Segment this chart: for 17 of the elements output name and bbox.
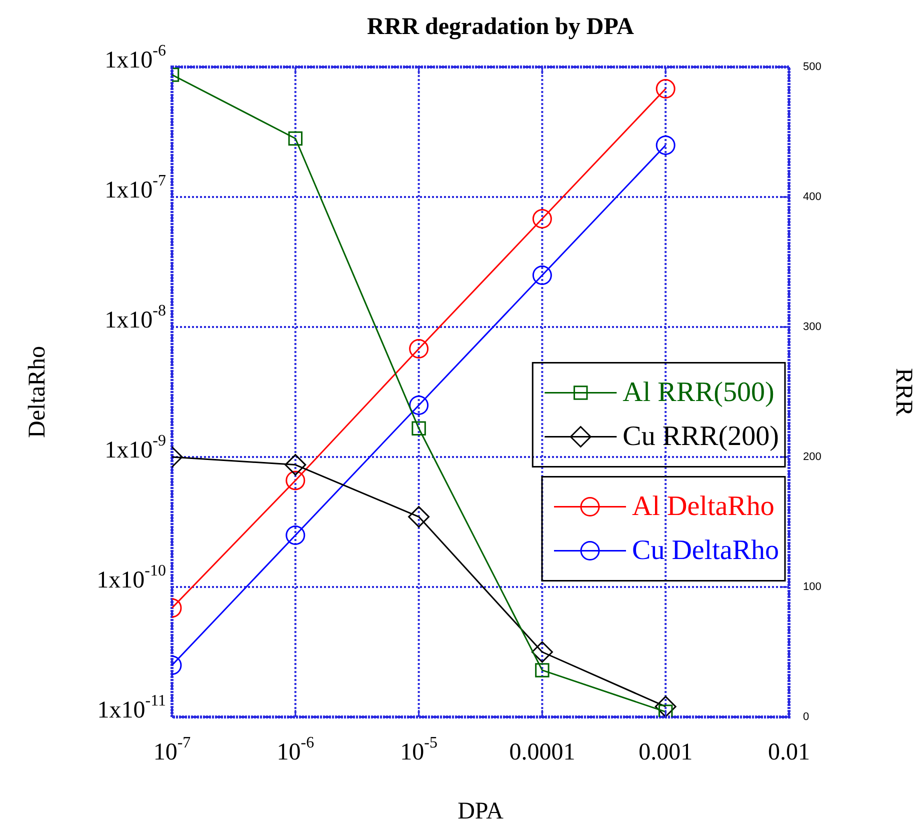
legend-label: Cu DeltaRho	[632, 535, 780, 566]
y2-tick-label: 300	[803, 321, 822, 334]
x-tick-label: 0.0001	[509, 739, 576, 766]
y2-tick-label: 400	[803, 191, 822, 204]
x-tick-label: 0.001	[638, 739, 693, 766]
y-axis-title: DeltaRho	[24, 346, 50, 438]
chart-title: RRR degradation by DPA	[367, 14, 635, 40]
legend-label: Al RRR(500)	[622, 377, 774, 408]
y2-tick-label: 200	[803, 451, 822, 464]
y2-axis-title: RRR	[890, 368, 917, 416]
x-tick-label: 0.01	[768, 739, 810, 766]
x-axis-title: DPA	[458, 798, 504, 824]
y2-tick-label: 500	[803, 61, 822, 74]
y2-tick-label: 0	[803, 711, 810, 724]
legend-label: Al DeltaRho	[632, 491, 774, 522]
legend-label: Cu RRR(200)	[622, 421, 780, 452]
y2-tick-label: 100	[803, 581, 822, 594]
